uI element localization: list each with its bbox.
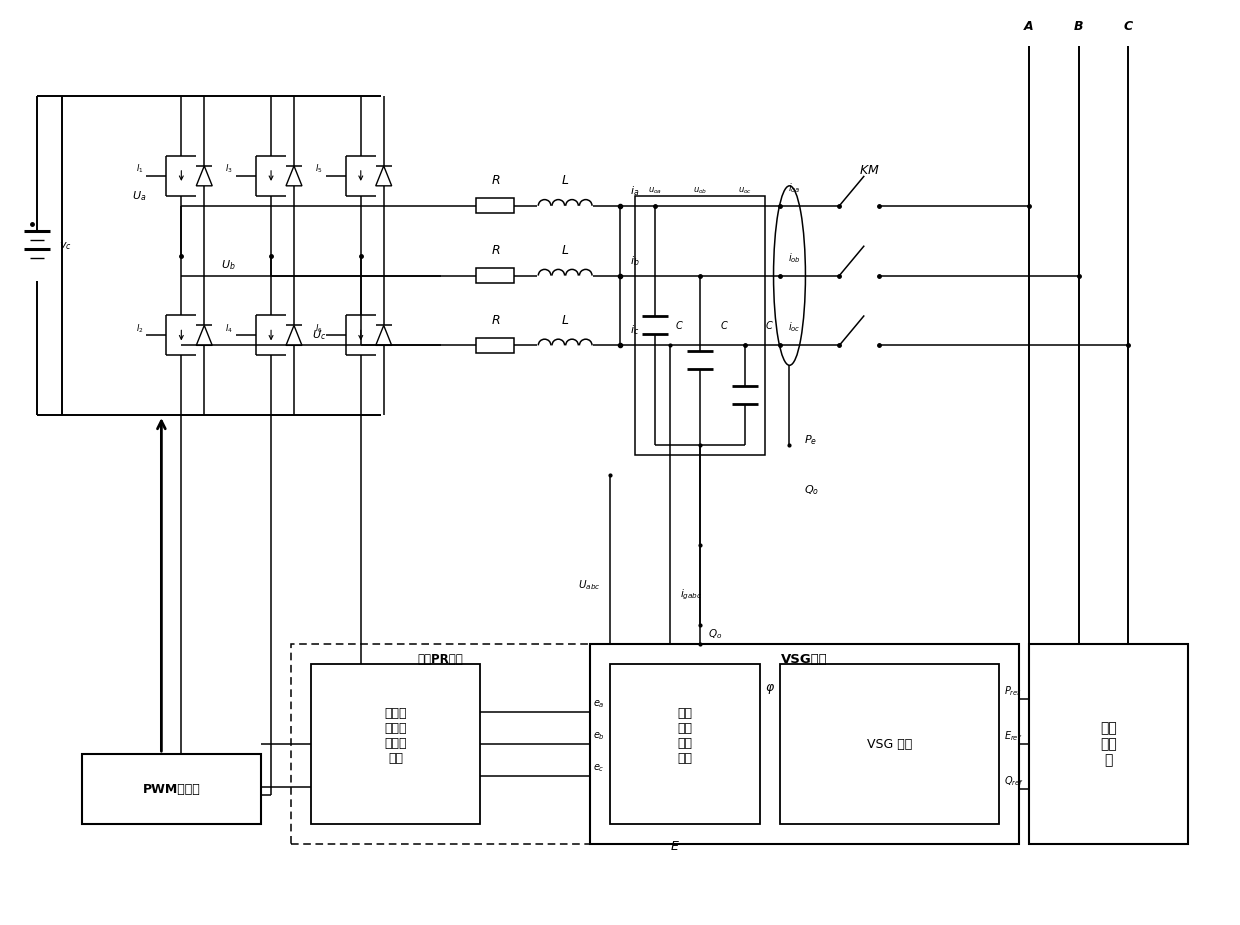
- Bar: [311, 664, 480, 824]
- Text: $i_{gabc}$: $i_{gabc}$: [680, 587, 702, 602]
- Text: $I_5$: $I_5$: [315, 163, 322, 175]
- Text: $L$: $L$: [560, 314, 569, 327]
- Text: $Q_o$: $Q_o$: [708, 627, 722, 641]
- Text: $i_{oc}$: $i_{oc}$: [789, 320, 801, 334]
- Bar: [476, 338, 515, 352]
- Text: $I_6$: $I_6$: [315, 322, 322, 335]
- Text: $e_c$: $e_c$: [594, 762, 605, 774]
- Bar: [476, 268, 515, 283]
- Bar: [1029, 645, 1188, 844]
- Text: $u_{oc}$: $u_{oc}$: [738, 186, 751, 196]
- Text: A: A: [1024, 19, 1034, 32]
- Text: $U_a$: $U_a$: [131, 189, 146, 203]
- Text: $u_{ob}$: $u_{ob}$: [693, 186, 707, 196]
- Bar: [476, 198, 515, 214]
- Text: $R$: $R$: [491, 314, 500, 327]
- Text: $L$: $L$: [560, 174, 569, 188]
- Text: PWM发生器: PWM发生器: [143, 783, 200, 796]
- Text: $u_{oa}$: $u_{oa}$: [647, 186, 662, 196]
- Text: $L$: $L$: [560, 244, 569, 257]
- Text: $v_c$: $v_c$: [58, 240, 72, 252]
- Text: $R$: $R$: [491, 174, 500, 188]
- Bar: [291, 645, 590, 844]
- Bar: [635, 196, 765, 455]
- Text: $C$: $C$: [675, 319, 683, 331]
- Text: $P_{ref}$: $P_{ref}$: [1004, 684, 1022, 698]
- Text: $P_e$: $P_e$: [805, 433, 817, 447]
- Text: $E$: $E$: [670, 840, 680, 854]
- Text: $R$: $R$: [491, 244, 500, 257]
- Text: $U_b$: $U_b$: [222, 259, 236, 273]
- Text: 中央
控制
器: 中央 控制 器: [1100, 721, 1117, 768]
- Text: $i_a$: $i_a$: [630, 184, 640, 198]
- Text: $U_{abc}$: $U_{abc}$: [578, 578, 600, 591]
- Text: 电压电
流内环
反馈控
制式: 电压电 流内环 反馈控 制式: [384, 708, 407, 765]
- Text: $e_b$: $e_b$: [593, 730, 605, 742]
- Text: 内环PR控制: 内环PR控制: [418, 653, 464, 666]
- Text: $Q_{ref}$: $Q_{ref}$: [1004, 774, 1024, 788]
- Text: $C$: $C$: [765, 319, 774, 331]
- Bar: [780, 664, 999, 824]
- Text: $\varphi$: $\varphi$: [765, 683, 775, 697]
- Text: C: C: [1123, 19, 1133, 32]
- Text: $U_c$: $U_c$: [311, 328, 326, 342]
- Text: $I_4$: $I_4$: [226, 322, 233, 335]
- Text: $C$: $C$: [719, 319, 728, 331]
- Text: $KM$: $KM$: [859, 165, 879, 178]
- Bar: [610, 664, 760, 824]
- Text: $E_{ref}$: $E_{ref}$: [1004, 729, 1022, 743]
- Text: 三相
正弦
波发
生器: 三相 正弦 波发 生器: [677, 708, 692, 765]
- Text: VSG控制: VSG控制: [781, 653, 828, 666]
- Text: B: B: [1074, 19, 1084, 32]
- Text: $i_{ob}$: $i_{ob}$: [789, 251, 801, 265]
- Text: $i_b$: $i_b$: [630, 253, 640, 267]
- Text: $i_c$: $i_c$: [630, 324, 640, 338]
- Bar: [82, 754, 262, 824]
- Bar: [590, 645, 1019, 844]
- Text: $e_a$: $e_a$: [594, 698, 605, 710]
- Text: $I_1$: $I_1$: [136, 163, 144, 175]
- Text: $i_{oa}$: $i_{oa}$: [789, 181, 801, 195]
- Text: $Q_o$: $Q_o$: [805, 483, 820, 497]
- Text: $I_3$: $I_3$: [226, 163, 233, 175]
- Text: $I_2$: $I_2$: [136, 322, 144, 335]
- Text: VSG 控制: VSG 控制: [867, 737, 911, 751]
